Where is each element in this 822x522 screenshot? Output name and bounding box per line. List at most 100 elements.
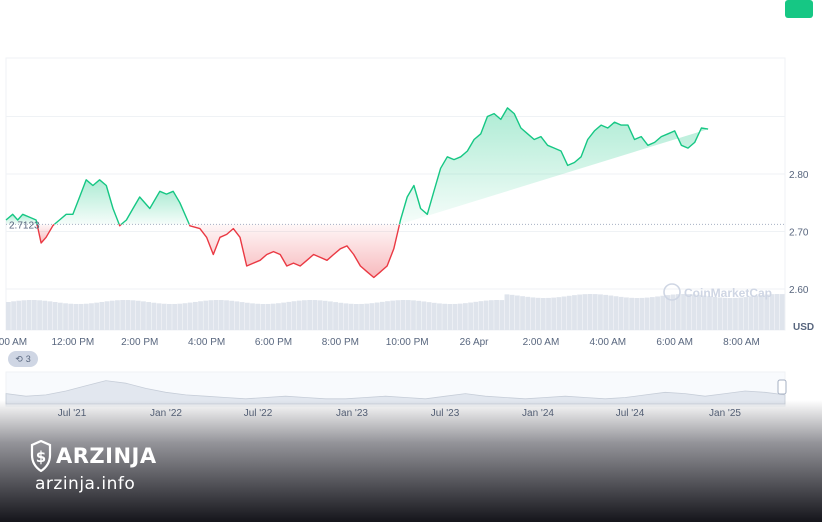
brand-site: arzinja.info [35,474,136,494]
volume-bar [187,302,193,330]
volume-bar [296,300,302,330]
up-line [5,213,38,225]
last-price-badge [785,0,813,18]
volume-bar [727,297,733,330]
chart-grid [5,57,786,331]
volume-bar [229,300,235,330]
zoom-badge[interactable]: ⟲ 3 [8,351,38,367]
volume-bar [281,302,287,330]
chart-overlay: 2.7123 CoinMarketCap [6,220,785,301]
up-line [120,190,190,225]
baseline-label: 2.7123 [9,220,40,231]
volume-bar [348,303,354,330]
volume-bar [151,302,157,330]
volume-bar [239,302,245,330]
volume-bar [546,297,551,330]
volume-bar [52,302,58,330]
volume-bar [166,303,172,330]
volume-bar [42,300,48,330]
volume-bar [78,303,84,330]
volume-bar [364,303,370,330]
dollar-shield-icon: $ [30,440,52,472]
volume-bar [468,302,473,330]
volume-bar [691,294,697,330]
volume-bar [130,300,136,330]
volume-bar [94,302,100,330]
volume-bar [499,300,505,330]
volume-bar [535,297,541,330]
y-axis: 2.80 2.70 2.60 2.88 USD [785,0,814,333]
volume-bar [343,303,349,330]
x-tick-label: 6:00 PM [255,337,292,348]
volume-bar [473,301,479,330]
x-tick-label: 8:00 AM [723,337,760,348]
currency-label: USD [793,322,814,333]
volume-bar [686,294,692,330]
volume-bar [213,300,219,330]
volume-bar [374,302,380,330]
x-tick-label: 2:00 AM [523,337,560,348]
volume-bar [255,303,261,330]
volume-bar [291,301,297,330]
brand-logo: $ ARZINJA [30,440,157,472]
volume-bar [89,303,94,330]
volume-bar [463,303,468,330]
volume-bar [312,300,318,330]
y-tick-label: 2.80 [789,170,809,181]
coinmarketcap-icon [663,283,681,301]
last-price-label: 2.88 [789,0,809,3]
volume-bar [572,295,577,330]
volume-bar [270,303,276,330]
up-area [54,179,120,225]
volume-bar [161,303,167,330]
volume-bar [276,303,281,330]
volume-bar [369,303,375,330]
volume-bar [385,301,390,330]
down-area [37,224,55,243]
up-line [53,179,120,225]
volume-bar [265,303,271,330]
history-icon: ⟲ [15,353,23,364]
volume-bar [624,297,629,330]
x-tick-label: 4:00 PM [188,337,225,348]
volume-bar [743,297,749,330]
volume-bar [416,300,422,330]
volume-bar [198,301,203,330]
navigator-area [5,380,786,405]
volume-bar [47,301,53,330]
down-line [36,223,55,244]
volume-bar [577,294,583,330]
x-tick-label: 4:00 AM [589,337,626,348]
volume-bar [618,296,624,330]
x-tick-label: 10:00 PM [386,337,429,348]
x-tick-label: 12:00 PM [51,337,94,348]
volume-bar [722,297,728,330]
volume-bar [333,302,338,330]
volume-bar [660,295,666,330]
volume-bar [234,301,240,330]
volume-bar [639,297,645,330]
volume-bar [203,300,209,330]
volume-bar [338,302,344,330]
volume-bar [509,294,515,330]
volume-bar [411,300,416,330]
volume-bar [681,294,686,330]
volume-bar [759,295,764,330]
watermark-text: CoinMarketCap [684,286,772,300]
volume-bar [57,302,63,330]
volume-bar [405,300,411,330]
price-line [5,108,709,279]
up-area [399,107,709,225]
volume-bar [63,303,68,330]
navigator-handle [777,379,787,395]
volume-bar [738,297,744,330]
volume-bar [172,303,177,330]
volume-bar [540,297,546,330]
volume-bar [317,300,323,330]
x-tick-label: 8:00 PM [322,337,359,348]
x-axis: 10:00 AM 12:00 PM 2:00 PM 4:00 PM 6:00 PM 8:0… [0,337,760,348]
volume-bar [135,300,141,330]
volume-bar [390,300,396,330]
volume-bar [613,296,619,330]
